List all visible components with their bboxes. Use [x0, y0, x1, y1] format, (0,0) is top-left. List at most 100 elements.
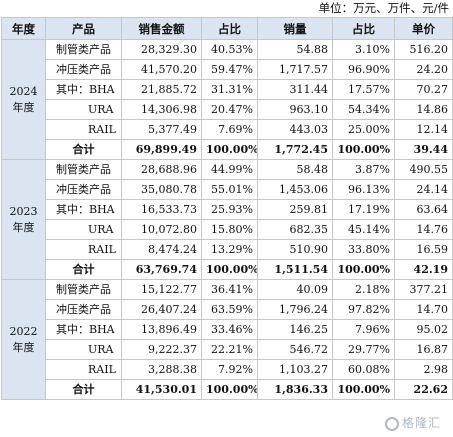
amount-pct-cell: 7.92% — [201, 359, 258, 380]
table-row: 冲压类产品 35,080.78 55.01% 1,453.06 96.13% 24.14 — [2, 179, 453, 200]
amount-pct-cell: 36.41% — [201, 279, 258, 300]
volume-cell: 146.25 — [257, 319, 333, 340]
total-price: 22.62 — [394, 379, 453, 400]
header-amount-pct: 占比 — [201, 17, 258, 40]
total-volume-pct: 100.00% — [332, 259, 395, 280]
price-cell: 16.87 — [394, 339, 453, 360]
total-amount-pct: 100.00% — [201, 139, 258, 160]
product-cell: 冲压类产品 — [45, 59, 122, 80]
amount-pct-cell: 25.93% — [201, 199, 258, 220]
volume-cell: 443.03 — [257, 119, 333, 140]
table-row: URA 10,072.80 15.80% 682.35 45.14% 14.76 — [2, 219, 453, 240]
amount-pct-cell: 20.47% — [201, 99, 258, 120]
total-volume: 1,511.54 — [257, 259, 333, 280]
total-amount: 69,899.49 — [121, 139, 202, 160]
volume-pct-cell: 17.57% — [332, 79, 395, 100]
total-row: 合计 69,899.49 100.00% 1,772.45 100.00% 39.44 — [2, 139, 453, 160]
volume-cell: 546.72 — [257, 339, 333, 360]
year-cell: 2022年度 — [1, 279, 46, 400]
amount-cell: 21,885.72 — [121, 79, 202, 100]
volume-cell: 311.44 — [257, 79, 333, 100]
year-cell: 2023年度 — [1, 159, 46, 280]
price-cell: 24.14 — [394, 179, 453, 200]
price-cell: 14.76 — [394, 219, 453, 240]
price-cell: 2.98 — [394, 359, 453, 380]
amount-pct-cell: 59.47% — [201, 59, 258, 80]
volume-pct-cell: 29.77% — [332, 339, 395, 360]
volume-cell: 54.88 — [257, 39, 333, 60]
product-cell: 其中：BHA — [45, 199, 122, 220]
volume-cell: 1,453.06 — [257, 179, 333, 200]
volume-pct-cell: 33.80% — [332, 239, 395, 260]
volume-cell: 259.81 — [257, 199, 333, 220]
volume-cell: 40.09 — [257, 279, 333, 300]
product-cell: URA — [45, 219, 122, 240]
header-volume-pct: 占比 — [332, 17, 395, 40]
volume-cell: 1,103.27 — [257, 359, 333, 380]
table-row: RAIL 3,288.38 7.92% 1,103.27 60.08% 2.98 — [2, 359, 453, 380]
table-row: 冲压类产品 26,407.24 63.59% 1,796.24 97.82% 14.70 — [2, 299, 453, 320]
amount-cell: 26,407.24 — [121, 299, 202, 320]
total-row: 合计 63,769.74 100.00% 1,511.54 100.00% 42.19 — [2, 259, 453, 280]
price-cell: 14.86 — [394, 99, 453, 120]
volume-pct-cell: 3.10% — [332, 39, 395, 60]
amount-pct-cell: 63.59% — [201, 299, 258, 320]
header-row: 年度 产品 销售金额 占比 销量 占比 单价 — [1, 17, 453, 40]
product-cell: URA — [45, 99, 122, 120]
amount-cell: 13,896.49 — [121, 319, 202, 340]
amount-pct-cell: 55.01% — [201, 179, 258, 200]
volume-cell: 1,796.24 — [257, 299, 333, 320]
price-cell: 516.20 — [394, 39, 453, 60]
product-cell: 制管类产品 — [45, 279, 122, 300]
volume-pct-cell: 3.87% — [332, 159, 395, 180]
table-row: RAIL 5,377.49 7.69% 443.03 25.00% 12.14 — [2, 119, 453, 140]
amount-cell: 5,377.49 — [121, 119, 202, 140]
volume-pct-cell: 97.82% — [332, 299, 395, 320]
header-amount: 销售金额 — [121, 17, 202, 40]
volume-cell: 58.48 — [257, 159, 333, 180]
table-row: URA 14,306.98 20.47% 963.10 54.34% 14.86 — [2, 99, 453, 120]
price-cell: 490.55 — [394, 159, 453, 180]
volume-cell: 682.35 — [257, 219, 333, 240]
product-cell: 制管类产品 — [45, 159, 122, 180]
amount-cell: 35,080.78 — [121, 179, 202, 200]
table-row: 冲压类产品 41,570.20 59.47% 1,717.57 96.90% 24.20 — [2, 59, 453, 80]
table-row: 其中：BHA 13,896.49 33.46% 146.25 7.96% 95.02 — [2, 319, 453, 340]
total-label: 合计 — [45, 139, 122, 160]
table-row: URA 9,222.37 22.21% 546.72 29.77% 16.87 — [2, 339, 453, 360]
product-cell: URA — [45, 339, 122, 360]
total-amount: 63,769.74 — [121, 259, 202, 280]
total-amount-pct: 100.00% — [201, 379, 258, 400]
product-cell: 冲压类产品 — [45, 299, 122, 320]
product-cell: RAIL — [45, 119, 122, 140]
price-cell: 70.27 — [394, 79, 453, 100]
table-body: 2024年度 制管类产品 28,329.30 40.53% 54.88 3.10% 516.… — [1, 39, 453, 400]
total-label: 合计 — [45, 379, 122, 400]
amount-pct-cell: 33.46% — [201, 319, 258, 340]
table-row: 其中：BHA 16,533.73 25.93% 259.81 17.19% 63.64 — [2, 199, 453, 220]
amount-pct-cell: 44.99% — [201, 159, 258, 180]
volume-pct-cell: 45.14% — [332, 219, 395, 240]
amount-cell: 41,570.20 — [121, 59, 202, 80]
header-price: 单价 — [394, 17, 453, 40]
amount-pct-cell: 7.69% — [201, 119, 258, 140]
table-row: 其中：BHA 21,885.72 31.31% 311.44 17.57% 70.27 — [2, 79, 453, 100]
price-cell: 12.14 — [394, 119, 453, 140]
product-cell: 其中：BHA — [45, 79, 122, 100]
total-price: 39.44 — [394, 139, 453, 160]
total-price: 42.19 — [394, 259, 453, 280]
table-row: 2023年度 制管类产品 28,688.96 44.99% 58.48 3.87% 490.… — [1, 159, 453, 280]
price-cell: 63.64 — [394, 199, 453, 220]
amount-cell: 28,329.30 — [121, 39, 202, 60]
amount-pct-cell: 15.80% — [201, 219, 258, 240]
amount-cell: 16,533.73 — [121, 199, 202, 220]
total-amount-pct: 100.00% — [201, 259, 258, 280]
header-product: 产品 — [45, 17, 122, 40]
amount-cell: 9,222.37 — [121, 339, 202, 360]
volume-pct-cell: 7.96% — [332, 319, 395, 340]
volume-pct-cell: 54.34% — [332, 99, 395, 120]
amount-cell: 15,122.77 — [121, 279, 202, 300]
amount-cell: 14,306.98 — [121, 99, 202, 120]
product-cell: 制管类产品 — [45, 39, 122, 60]
sales-table: 年度 产品 销售金额 占比 销量 占比 单价 2024年度 制管类产品 28,329… — [1, 17, 453, 400]
